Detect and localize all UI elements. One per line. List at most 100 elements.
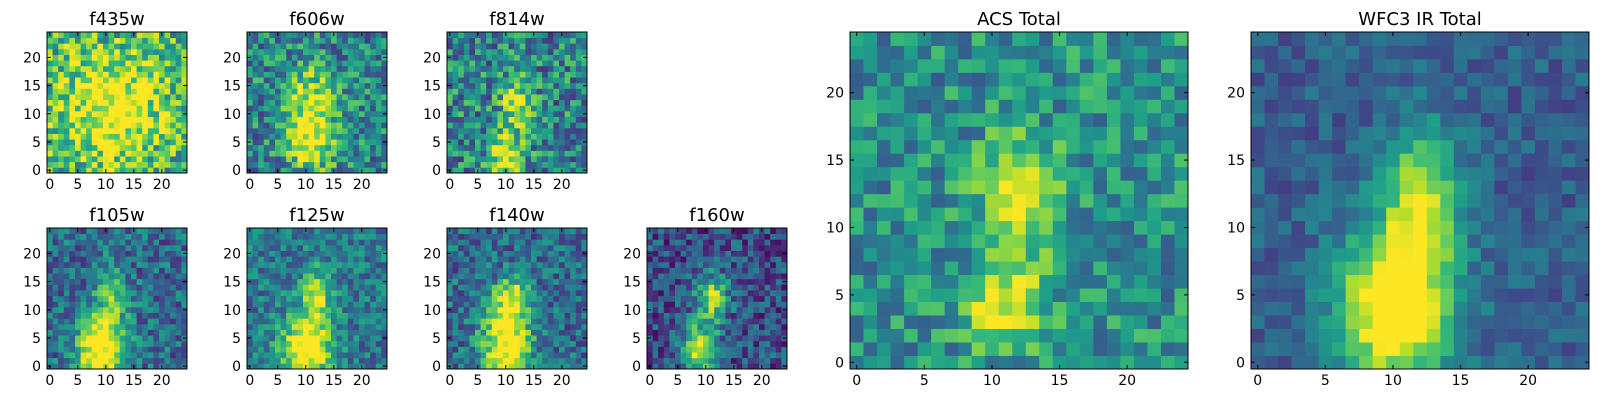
heatmap-cell xyxy=(103,43,109,50)
heatmap-cell xyxy=(136,105,143,112)
heatmap-cell xyxy=(497,329,504,336)
heatmap-cell xyxy=(119,54,126,61)
heatmap-cell xyxy=(342,65,349,72)
heatmap-cell xyxy=(252,357,259,364)
heatmap-cell xyxy=(247,267,253,274)
heatmap-cell xyxy=(686,250,693,257)
heatmap-cell xyxy=(58,105,65,112)
heatmap-cell xyxy=(303,312,309,319)
heatmap-cell xyxy=(359,284,365,291)
heatmap-cell xyxy=(159,94,165,101)
heatmap-cell xyxy=(1025,234,1040,249)
heatmap-cell xyxy=(375,290,382,297)
heatmap-cell xyxy=(147,43,154,50)
heatmap-cell xyxy=(553,94,560,101)
heatmap-cell xyxy=(275,357,281,364)
heatmap-cell xyxy=(725,250,732,257)
heatmap-cell xyxy=(286,32,293,39)
heatmap-cell xyxy=(759,301,765,308)
heatmap-cell xyxy=(308,256,315,263)
heatmap-cell xyxy=(319,312,326,319)
heatmap-cell xyxy=(708,306,715,313)
heatmap-cell xyxy=(258,239,265,246)
heatmap-cell xyxy=(452,329,459,336)
heatmap-cell xyxy=(486,156,493,163)
heatmap-cell xyxy=(153,256,160,263)
heatmap-cell xyxy=(525,133,532,140)
heatmap-cell xyxy=(181,43,188,50)
heatmap-cell xyxy=(147,306,154,313)
heatmap-cell xyxy=(103,77,109,84)
heatmap-cell xyxy=(125,312,132,319)
heatmap-cell xyxy=(564,363,571,370)
heatmap-cell xyxy=(1039,328,1054,343)
heatmap-cell xyxy=(58,37,65,44)
heatmap-cell xyxy=(142,116,149,123)
heatmap-cell xyxy=(308,278,315,285)
heatmap-cell xyxy=(175,239,182,246)
heatmap-cell xyxy=(452,65,459,72)
heatmap-cell xyxy=(347,290,354,297)
heatmap-cell xyxy=(708,323,715,330)
heatmap-cell xyxy=(491,239,498,246)
heatmap-cell xyxy=(647,301,653,308)
heatmap-cell xyxy=(531,306,537,313)
heatmap-cell xyxy=(536,284,543,291)
heatmap-cell xyxy=(519,312,526,319)
heatmap-cell xyxy=(553,88,560,95)
heatmap-cell xyxy=(170,261,177,268)
heatmap-cell xyxy=(164,110,171,117)
x-tick-label: 0 xyxy=(445,177,454,193)
heatmap-cell xyxy=(97,161,104,168)
heatmap-cell xyxy=(75,82,81,89)
heatmap-cell xyxy=(697,340,704,347)
heatmap-cell xyxy=(63,43,70,50)
heatmap-cell xyxy=(291,122,298,129)
heatmap-cell xyxy=(531,60,537,67)
heatmap-cell xyxy=(475,301,481,308)
heatmap-cell xyxy=(252,318,259,325)
heatmap-cell xyxy=(159,261,165,268)
heatmap-cell xyxy=(559,273,565,280)
heatmap-cell xyxy=(159,250,165,257)
heatmap-cell xyxy=(575,161,582,168)
heatmap-cell xyxy=(63,77,70,84)
heatmap-cell xyxy=(570,340,577,347)
heatmap-cell xyxy=(658,244,665,251)
heatmap-cell xyxy=(1025,207,1040,222)
heatmap-cell xyxy=(336,48,343,55)
heatmap-cell xyxy=(447,94,453,101)
heatmap-cell xyxy=(731,233,737,240)
heatmap-cell xyxy=(508,335,515,342)
heatmap-cell xyxy=(308,340,315,347)
heatmap-cell xyxy=(514,256,521,263)
heatmap-cell xyxy=(458,290,465,297)
heatmap-cell xyxy=(258,301,265,308)
heatmap-cell xyxy=(570,88,577,95)
heatmap-cell xyxy=(647,239,653,246)
heatmap-cell xyxy=(570,329,577,336)
heatmap-cell xyxy=(125,110,132,117)
heatmap-cell xyxy=(1093,342,1108,356)
heatmap-cell xyxy=(514,48,521,55)
heatmap-cell xyxy=(269,301,276,308)
heatmap-cell xyxy=(480,71,487,78)
heatmap-cell xyxy=(280,110,287,117)
heatmap-cell xyxy=(731,346,737,353)
heatmap-cell xyxy=(503,82,509,89)
heatmap-cell xyxy=(75,352,81,359)
heatmap-cell xyxy=(1106,247,1121,262)
heatmap-cell xyxy=(877,261,891,276)
heatmap-cell xyxy=(1079,193,1094,208)
heatmap-cell xyxy=(286,239,293,246)
heatmap-cells xyxy=(47,32,188,174)
heatmap-cell xyxy=(147,32,154,39)
heatmap-cell xyxy=(263,318,270,325)
heatmap-cell xyxy=(153,94,160,101)
heatmap-cell xyxy=(280,267,287,274)
heatmap-cell xyxy=(381,43,388,50)
heatmap-cell xyxy=(697,323,704,330)
heatmap-cell xyxy=(280,116,287,123)
heatmap-cell xyxy=(1120,315,1135,329)
heatmap-cell xyxy=(375,312,382,319)
